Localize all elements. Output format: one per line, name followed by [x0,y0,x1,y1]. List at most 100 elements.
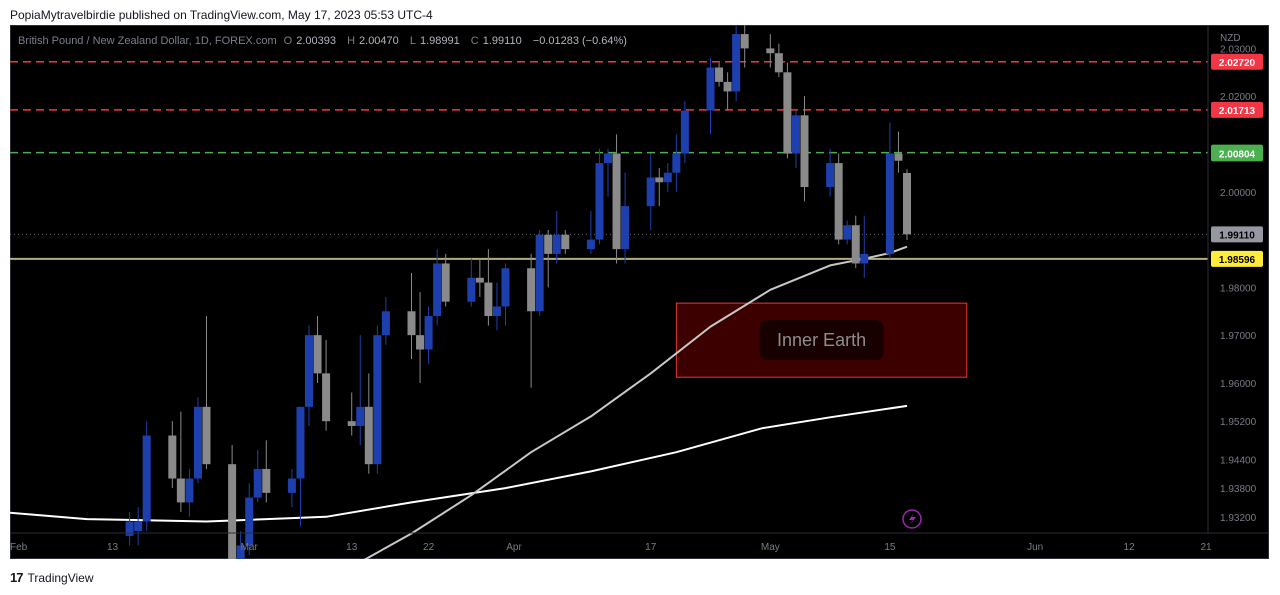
candle-body [228,464,237,559]
candle-body [193,406,202,479]
moving-average-fast [363,245,908,559]
candle-body [552,234,561,254]
currency-label: NZD [1220,33,1241,44]
candle-body [800,115,809,188]
candle-body [381,311,390,336]
candle-body [441,263,450,302]
candle-body [791,115,800,154]
moving-average-slow [10,404,908,523]
candle-body [680,110,689,154]
legend-symbol: British Pound / New Zealand Dollar, 1D, … [18,35,277,47]
lightning-bolt-shape [909,513,916,525]
candle-body [185,478,194,503]
candle-body [586,239,595,250]
candle-body [706,67,715,111]
brand-name: TradingView [27,570,94,585]
price-label-2.00804: 2.00804 [1219,149,1256,160]
candle-body [168,435,177,479]
candle-body [646,177,655,207]
candle-body [604,153,612,164]
chart-frame [10,25,1269,559]
candle-body [723,81,732,92]
x-tick-label: 12 [1124,542,1136,553]
candle-body [484,282,493,317]
candle-body [894,153,903,161]
candle-body [433,263,442,317]
candle-body [535,234,544,312]
x-tick-label: Apr [506,542,522,553]
y-tick-label: 2.02000 [1220,92,1257,103]
price-label-bg [1211,145,1263,162]
y-tick-label: 1.96000 [1220,379,1257,390]
x-tick-label: 13 [346,542,358,553]
candle-body [176,478,185,503]
candle-body [740,34,749,49]
candle-body [305,335,313,407]
zone-label-box [759,320,884,361]
x-tick-label: 17 [645,542,657,553]
y-tick-label: 1.93200 [1220,513,1257,524]
candle-body [287,478,296,493]
candle-body [142,435,151,522]
legend-change: −0.01283 (−0.64%) [532,35,627,47]
candle-body [766,48,775,54]
candle-body [612,153,621,250]
price-label-bg [1211,250,1263,267]
legend-high: H 2.00470 [347,35,399,47]
candle-body [834,163,843,240]
candle-body [134,521,143,532]
candle-body [826,163,835,188]
candle-body [296,406,305,479]
candle-body [885,153,894,254]
legend-open: O 2.00393 [283,35,336,47]
x-tick-label: 21 [1200,542,1212,553]
legend-close: C 1.99110 [470,35,522,47]
chart-legend: British Pound / New Zealand Dollar, 1D, … [18,35,631,47]
legend-low: L 1.98991 [409,35,460,47]
y-tick-label: 2.00000 [1220,188,1257,199]
price-label-bg [1211,226,1263,243]
x-tick-label: May [761,542,780,553]
candle-body [732,34,741,92]
candle-body [202,406,211,465]
price-label-1.99110: 1.99110 [1219,230,1255,241]
y-tick-label: 1.94400 [1220,455,1257,466]
candle-body [715,67,724,82]
candle-body [851,225,860,264]
x-tick-label: Jun [1027,542,1043,553]
x-tick-label: 15 [884,542,896,553]
candle-body [475,277,484,283]
price-label-2.01713: 2.01713 [1219,106,1256,117]
candle-body [595,163,604,240]
x-tick-label: 22 [423,542,435,553]
candle-body [313,335,322,374]
x-tick-label: Mar [241,542,259,553]
y-tick-label: 1.93800 [1220,484,1257,495]
candle-body [501,268,510,307]
tradingview-logo-icon: 17 [10,570,24,585]
candle-body [236,545,245,559]
candle-body [253,468,262,498]
y-tick-label: 1.97000 [1220,331,1257,342]
candle-body [860,253,869,264]
price-label-1.98596: 1.98596 [1219,255,1256,266]
publish-info: PopiaMytravelbirdie published on Trading… [10,8,433,22]
x-tick-label: 13 [107,542,119,553]
candle-body [774,53,783,73]
candle-body [424,316,433,350]
candle-body [527,268,536,312]
price-label-bg [1211,101,1263,118]
x-tick-label: Feb [10,542,28,553]
candle-body [544,234,553,254]
y-tick-label: 1.95200 [1220,417,1257,428]
candle-body [125,521,134,536]
price-label-2.02720: 2.02720 [1219,58,1256,69]
zone-label: Inner Earth [777,330,866,350]
candle-body [663,172,672,183]
candle-body [903,173,911,235]
candle-body [492,306,501,317]
candle-body [416,335,425,350]
candle-body [262,468,271,493]
tradingview-brand[interactable]: 17 TradingView [10,570,94,585]
